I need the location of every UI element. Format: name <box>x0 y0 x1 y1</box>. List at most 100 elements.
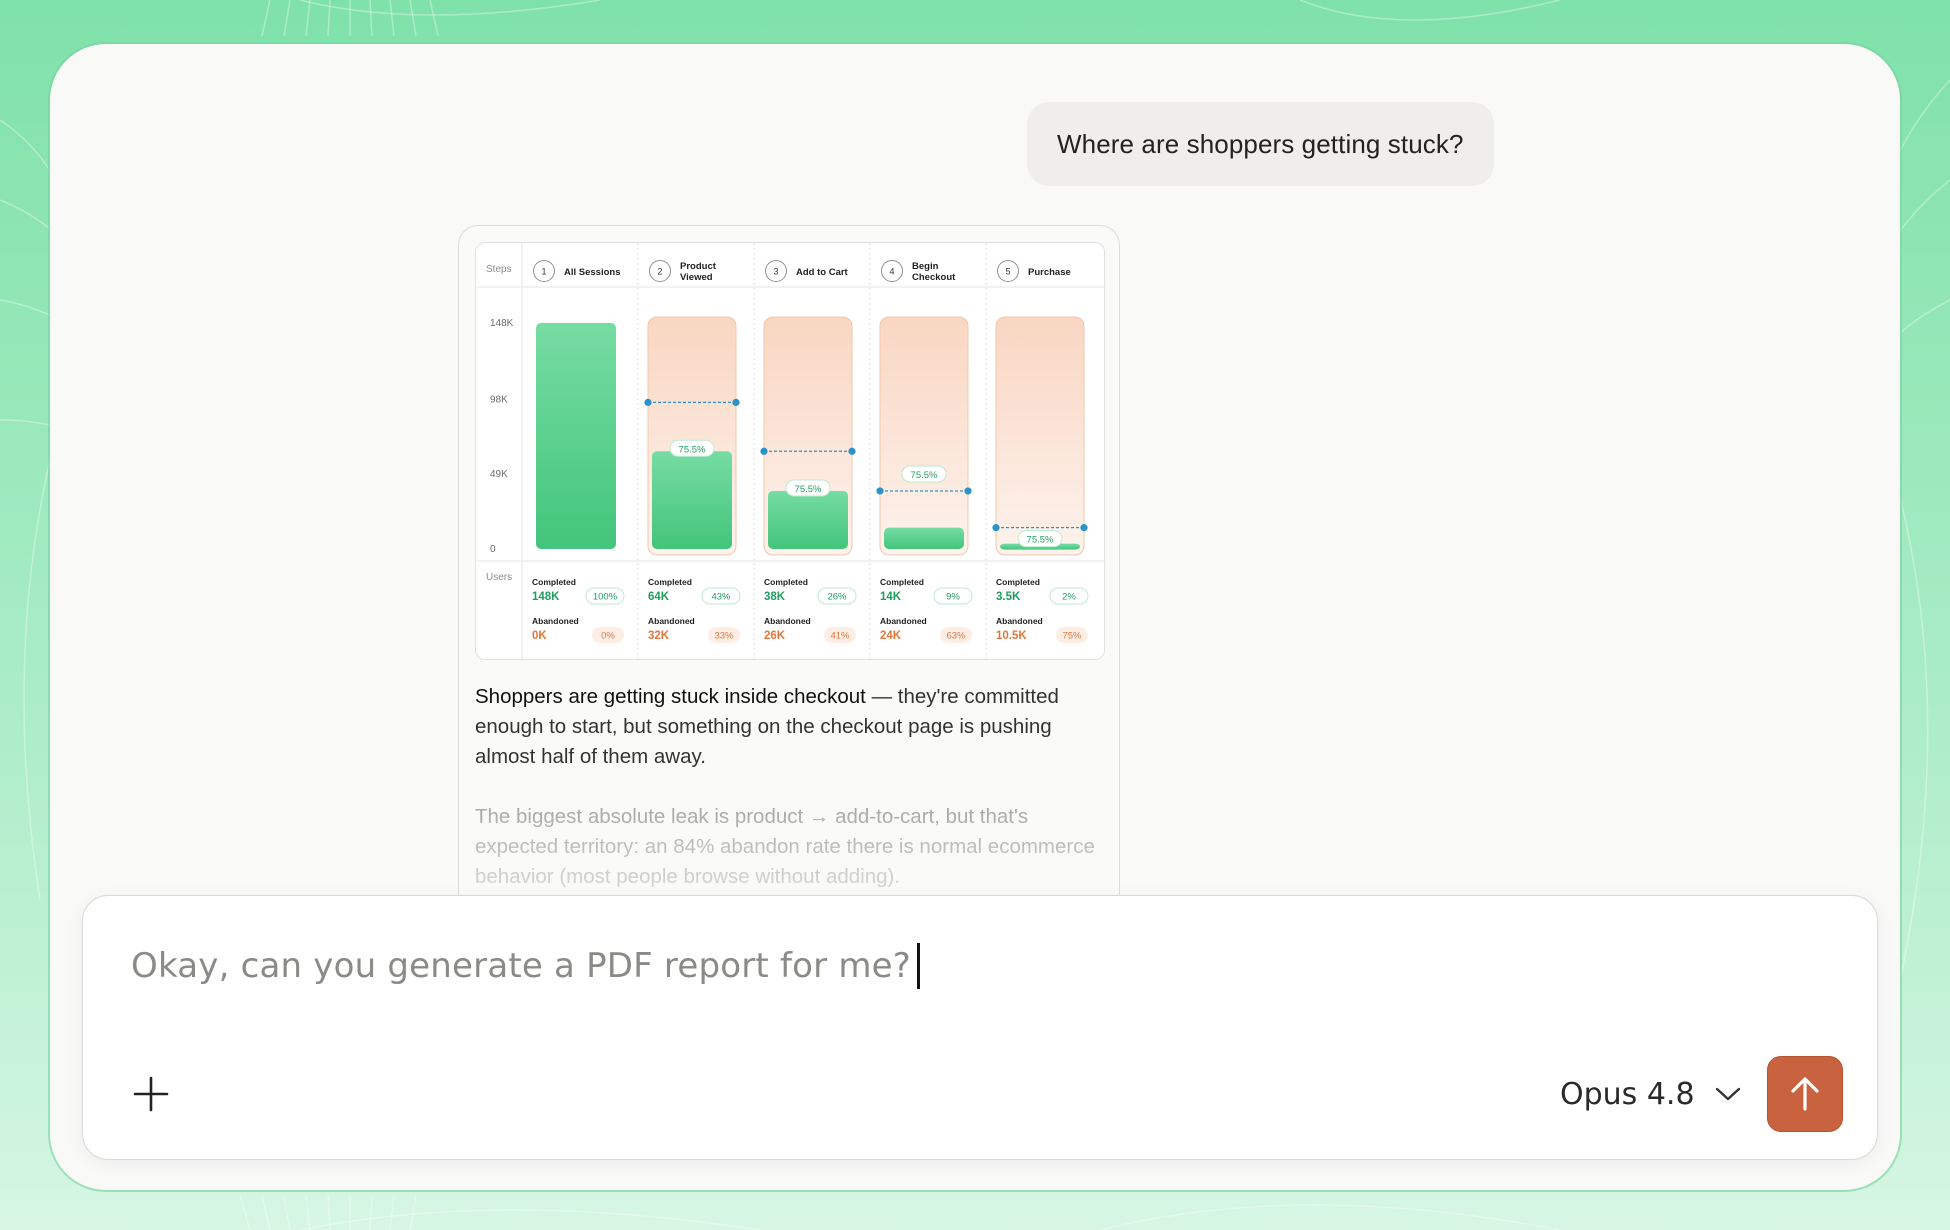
step-number-circle <box>533 260 555 282</box>
completed-pct: 43% <box>711 592 731 603</box>
abandoned-pct: 0% <box>601 631 615 642</box>
abandoned-label: Abandoned <box>996 616 1043 626</box>
step-name: Product <box>680 261 717 272</box>
completed-label: Completed <box>880 577 924 587</box>
abandoned-pct-badge <box>824 627 856 643</box>
step-name: All Sessions <box>564 267 621 278</box>
abandoned-label: Abandoned <box>764 616 811 626</box>
step-name: Viewed <box>680 272 713 283</box>
completed-value: 148K <box>532 591 560 603</box>
completed-label: Completed <box>764 577 808 587</box>
step-number-circle <box>649 260 671 282</box>
model-selector[interactable]: Opus 4.8 <box>1560 1064 1741 1124</box>
completed-pct-badge <box>1049 587 1089 605</box>
completed-label: Completed <box>996 577 1040 587</box>
y-tick-label: 98K <box>490 394 508 405</box>
conversion-badge-text: 75.5% <box>911 470 938 481</box>
previous-level-dot <box>760 447 768 455</box>
funnel-chart: Steps Users 148K 98K 49K 0 1 All Sessions Comple… <box>475 242 1106 661</box>
step-number: 1 <box>541 267 546 277</box>
abandoned-value: 10.5K <box>996 630 1027 642</box>
answer-rest: — they're committed enough to start, but… <box>475 685 1059 768</box>
message-input-text: Okay, can you generate a PDF report for … <box>131 946 912 986</box>
completed-pct-badge <box>701 587 741 605</box>
step-name: Add to Cart <box>796 267 849 278</box>
steps-label: Steps <box>486 264 512 275</box>
abandoned-value: 32K <box>648 630 670 642</box>
y-tick-label: 0 <box>490 544 496 555</box>
conversion-badge <box>785 479 831 497</box>
abandoned-value: 24K <box>880 630 902 642</box>
completed-value: 38K <box>764 591 786 603</box>
message-input[interactable]: Okay, can you generate a PDF report for … <box>131 936 1731 996</box>
conversion-badge-text: 75.5% <box>1027 535 1054 546</box>
step-name: Begin <box>912 261 939 272</box>
step-number: 4 <box>889 267 894 277</box>
step-number: 3 <box>773 267 778 277</box>
add-attachment-button[interactable] <box>131 1074 171 1114</box>
y-tick-label: 148K <box>490 318 514 329</box>
completed-value: 3.5K <box>996 591 1021 603</box>
step-number-circle <box>881 260 903 282</box>
answer-paragraph: Shoppers are getting stuck inside checko… <box>475 682 1105 772</box>
answer-lead: Shoppers are getting stuck inside checko… <box>475 685 866 708</box>
step-number-circle <box>765 260 787 282</box>
user-message-text: Where are shoppers getting stuck? <box>1057 128 1464 159</box>
abandoned-pct: 41% <box>830 631 850 642</box>
abandoned-track <box>995 316 1085 556</box>
completed-label: Completed <box>532 577 576 587</box>
conversion-badge-text: 75.5% <box>795 484 822 495</box>
previous-level-dot <box>644 398 652 407</box>
answer-paragraph-2: The biggest absolute leak is product → a… <box>475 805 1095 888</box>
message-composer: Okay, can you generate a PDF report for … <box>82 895 1878 1160</box>
completed-bar <box>884 527 964 549</box>
abandoned-value: 0K <box>532 630 547 642</box>
send-button[interactable] <box>1767 1056 1843 1132</box>
previous-level-dot <box>848 447 856 455</box>
text-caret <box>917 943 921 989</box>
completed-bar <box>652 451 732 549</box>
model-name: Opus 4.8 <box>1560 1076 1695 1112</box>
completed-value: 64K <box>648 591 670 603</box>
chat-window: Where are shoppers getting stuck? Steps U… <box>50 44 1900 1190</box>
abandoned-label: Abandoned <box>648 616 695 626</box>
conversion-badge <box>1017 530 1063 548</box>
funnel-chart-svg: Steps Users 148K 98K 49K 0 1 All Sessions Comple… <box>476 243 1106 661</box>
completed-pct-badge <box>817 587 857 605</box>
abandoned-pct-badge <box>592 627 624 643</box>
plus-icon <box>133 1076 169 1112</box>
abandoned-label: Abandoned <box>880 616 927 626</box>
previous-level-dot <box>1080 524 1088 532</box>
arrow-up-icon <box>1791 1077 1819 1111</box>
abandoned-track <box>879 316 969 556</box>
abandoned-pct: 75% <box>1062 631 1082 642</box>
completed-pct-badge <box>585 587 625 605</box>
abandoned-label: Abandoned <box>532 616 579 626</box>
abandoned-value: 26K <box>764 630 786 642</box>
conversion-badge-text: 75.5% <box>679 444 706 455</box>
conversion-badge <box>901 465 947 483</box>
abandoned-pct: 33% <box>714 631 734 642</box>
user-message-bubble: Where are shoppers getting stuck? <box>1027 102 1494 186</box>
step-name: Purchase <box>1028 267 1071 278</box>
abandoned-pct: 63% <box>946 631 966 642</box>
conversion-badge <box>669 439 715 457</box>
completed-pct: 2% <box>1062 592 1076 603</box>
completed-bar <box>536 323 616 549</box>
previous-level-dot <box>992 524 1000 532</box>
step-number: 2 <box>657 267 662 277</box>
step-number: 5 <box>1005 267 1010 277</box>
completed-pct-badge <box>933 587 973 605</box>
completed-bar <box>768 490 848 549</box>
y-tick-label: 49K <box>490 469 508 480</box>
abandoned-pct-badge <box>940 627 972 643</box>
completed-label: Completed <box>648 577 692 587</box>
completed-value: 14K <box>880 591 902 603</box>
assistant-message-card: Steps Users 148K 98K 49K 0 1 All Sessions Comple… <box>458 225 1120 985</box>
chevron-down-icon <box>1715 1087 1740 1101</box>
completed-pct: 9% <box>946 592 960 603</box>
previous-level-dot <box>876 487 884 495</box>
abandoned-pct-badge <box>708 627 740 643</box>
completed-pct: 26% <box>827 592 847 603</box>
completed-pct: 100% <box>593 592 618 603</box>
